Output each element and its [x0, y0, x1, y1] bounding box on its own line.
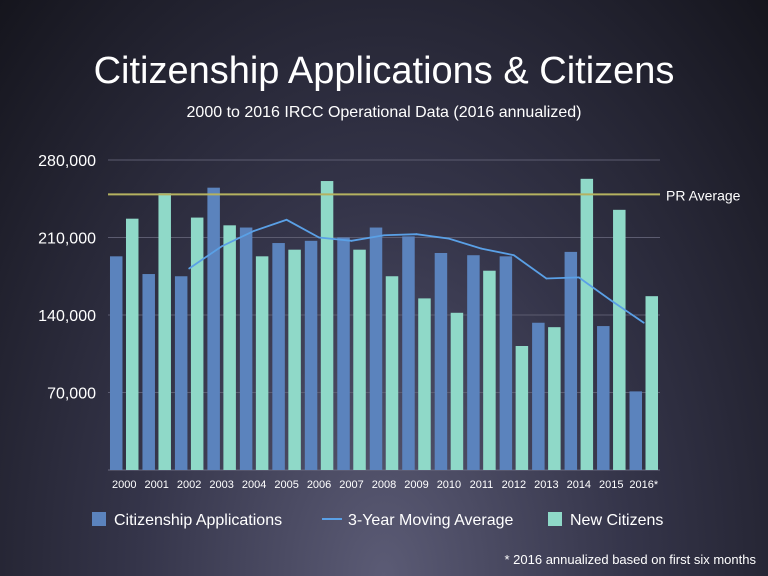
- bar-applications: [304, 240, 318, 470]
- bar-new-citizens: [548, 327, 561, 470]
- moving-average-point: [220, 245, 223, 248]
- y-tick-label: 210,000: [38, 231, 96, 248]
- footnote: * 2016 annualized based on first six mon…: [504, 552, 757, 567]
- bar-new-citizens: [288, 249, 301, 470]
- moving-average-point: [350, 239, 353, 242]
- x-tick-label: 2009: [404, 479, 428, 491]
- bar-new-citizens: [353, 249, 366, 470]
- moving-average-point: [415, 233, 418, 236]
- bar-applications: [174, 276, 188, 470]
- bar-new-citizens: [483, 270, 496, 470]
- moving-average-point: [545, 277, 548, 280]
- chart-subtitle: 2000 to 2016 IRCC Operational Data (2016…: [186, 104, 582, 121]
- moving-average-point: [577, 276, 580, 279]
- bar-applications: [629, 391, 643, 470]
- x-tick-label: 2002: [177, 479, 201, 491]
- bar-new-citizens: [418, 298, 431, 470]
- bar-new-citizens: [190, 217, 204, 470]
- bar-applications: [109, 256, 123, 470]
- bar-new-citizens: [450, 312, 464, 470]
- bar-new-citizens: [645, 296, 659, 470]
- bar-applications: [272, 243, 285, 470]
- bar-applications: [369, 227, 383, 470]
- moving-average-point: [448, 237, 450, 240]
- x-tick-label: 2015: [599, 479, 623, 491]
- moving-average-point: [285, 218, 288, 221]
- x-tick-label: 2014: [567, 479, 591, 491]
- x-tick-label: 2004: [242, 479, 266, 491]
- x-tick-label: 2005: [274, 479, 298, 491]
- legend-swatch-applications: [92, 512, 106, 526]
- chart-title: Citizenship Applications & Citizens: [93, 50, 675, 92]
- moving-average-point: [253, 229, 256, 232]
- x-tick-label: 2008: [372, 479, 396, 491]
- bar-applications: [434, 253, 448, 470]
- x-tick-label: 2006: [307, 479, 331, 491]
- moving-average-point: [188, 267, 191, 270]
- moving-average-point: [610, 299, 613, 302]
- bar-applications: [207, 187, 220, 470]
- bar-applications: [337, 237, 350, 470]
- legend-label-applications: Citizenship Applications: [114, 512, 282, 529]
- moving-average-point: [318, 236, 320, 239]
- bar-applications: [499, 256, 513, 470]
- bar-applications: [239, 227, 253, 470]
- x-tick-label: 2011: [470, 479, 494, 491]
- x-tick-label: 2010: [437, 479, 461, 491]
- bar-new-citizens: [385, 276, 399, 470]
- moving-average-point: [642, 321, 645, 324]
- bar-new-citizens: [613, 209, 626, 471]
- y-tick-label: 280,000: [38, 153, 96, 170]
- x-tick-label: 2013: [534, 479, 558, 491]
- bar-new-citizens: [223, 225, 236, 470]
- bar-new-citizens: [125, 218, 139, 470]
- legend-label-new-citizens: New Citizens: [570, 512, 663, 529]
- bar-applications: [597, 326, 610, 470]
- y-tick-label: 140,000: [38, 308, 96, 325]
- bar-new-citizens: [320, 181, 334, 471]
- pr-average-label: PR Average: [666, 187, 741, 203]
- bar-new-citizens: [515, 346, 529, 470]
- y-tick-label: 70,000: [47, 386, 96, 403]
- bar-new-citizens: [255, 256, 269, 470]
- bar-applications: [467, 255, 480, 470]
- bar-applications: [402, 236, 415, 470]
- legend-label-moving-average: 3-Year Moving Average: [348, 512, 514, 529]
- x-tick-label: 2000: [112, 479, 136, 491]
- x-tick-label: 2012: [502, 479, 526, 491]
- x-tick-label: 2007: [339, 479, 363, 491]
- moving-average-point: [383, 234, 385, 237]
- x-tick-label: 2003: [209, 479, 233, 491]
- bar-new-citizens: [580, 178, 594, 471]
- legend-swatch-new-citizens: [548, 512, 562, 526]
- bar-new-citizens: [158, 193, 171, 470]
- x-tick-label: 2001: [144, 479, 168, 491]
- bar-applications: [564, 251, 578, 470]
- bar-applications: [532, 322, 545, 470]
- moving-average-point: [512, 254, 515, 257]
- bar-applications: [142, 274, 155, 470]
- x-tick-label: 2016*: [629, 479, 658, 491]
- moving-average-point: [480, 247, 483, 250]
